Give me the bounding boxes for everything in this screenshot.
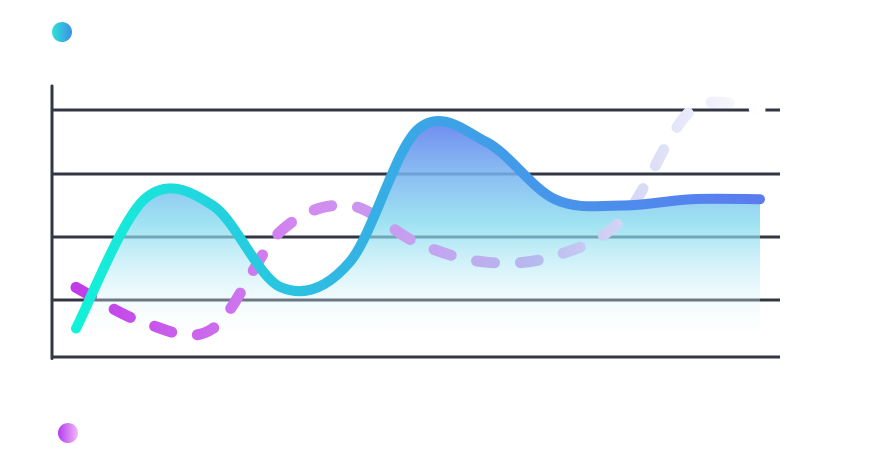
legend-marker-dashed-series (58, 423, 78, 443)
solid-series-area (76, 120, 760, 333)
dashed-series-line (70, 96, 766, 341)
solid-series-line (71, 115, 765, 334)
legend-marker-solid-series (52, 22, 72, 42)
